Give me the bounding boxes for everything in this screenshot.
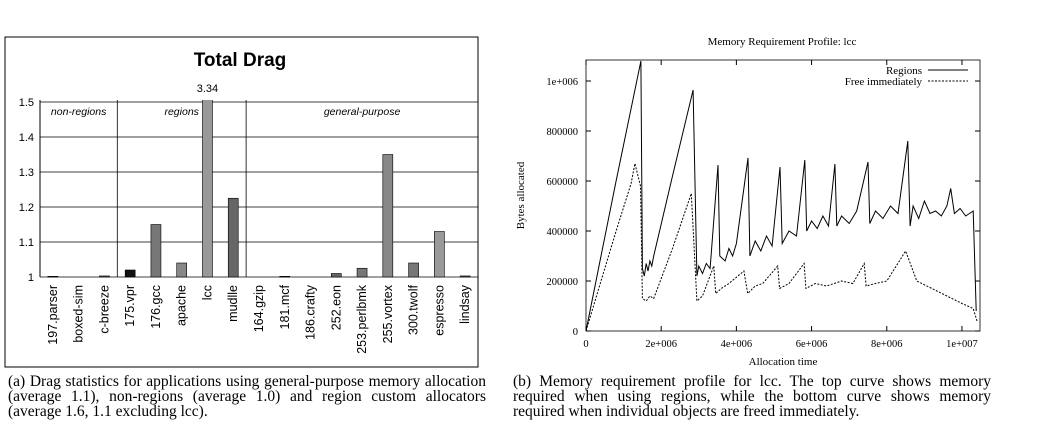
group-label: non-regions xyxy=(51,106,107,118)
line-series xyxy=(585,60,977,332)
legend-label: Free immediately xyxy=(845,76,923,88)
chart-title: Memory Requirement Profile: lcc xyxy=(708,36,857,48)
y-tick-label: 0 xyxy=(573,327,578,338)
bar xyxy=(356,267,368,278)
x-tick-label: mudlle xyxy=(226,285,240,322)
bar xyxy=(47,275,59,278)
x-tick-label: 0 xyxy=(583,339,588,350)
bar xyxy=(408,262,419,278)
caption: (a) Drag statistics for applications usi… xyxy=(8,373,486,420)
x-tick-label: c-breeze xyxy=(97,285,111,334)
x-tick-label: 197.parser xyxy=(46,285,60,345)
x-tick-label: 253.perlbmk xyxy=(355,284,369,354)
x-tick-label: 1e+007 xyxy=(946,339,978,350)
y-tick-label: 1.5 xyxy=(19,97,34,109)
x-tick-label: 186.crafty xyxy=(304,284,318,340)
bar xyxy=(202,100,213,278)
bar xyxy=(434,231,445,278)
bar xyxy=(150,224,162,278)
y-tick-label: 1.4 xyxy=(19,132,34,144)
x-tick-label: espresso xyxy=(432,285,446,336)
y-tick-label: 1.3 xyxy=(19,167,34,179)
y-tick-label: 400000 xyxy=(547,227,579,238)
y-axis-label: Bytes allocated xyxy=(515,161,527,229)
y-tick-label: 1 xyxy=(28,272,34,284)
bar xyxy=(99,275,110,278)
bar xyxy=(176,262,188,278)
x-tick-label: boxed-sim xyxy=(72,285,86,343)
x-tick-label: 8e+006 xyxy=(871,339,903,350)
x-tick-label: 181.mcf xyxy=(278,284,292,329)
y-tick-label: 200000 xyxy=(547,277,579,288)
bar xyxy=(459,275,471,278)
y-tick-label: 800000 xyxy=(547,127,579,138)
x-tick-label: apache xyxy=(175,285,189,326)
y-tick-label: 1.2 xyxy=(19,202,34,214)
bar xyxy=(279,275,291,278)
group-label: regions xyxy=(164,106,199,118)
bar xyxy=(124,269,136,278)
y-tick-label: 1e+006 xyxy=(546,77,578,88)
x-tick-label: 4e+006 xyxy=(721,339,753,350)
x-tick-label: 2e+006 xyxy=(645,339,677,350)
x-tick-label: 176.gcc xyxy=(149,285,163,329)
x-tick-label: 300.twolf xyxy=(407,284,421,335)
legend-label: Regions xyxy=(886,65,922,77)
x-tick-label: 6e+006 xyxy=(796,339,828,350)
x-tick-label: 164.gzip xyxy=(252,285,266,332)
y-tick-label: 1.1 xyxy=(19,237,34,249)
line-series xyxy=(585,163,978,332)
bar xyxy=(382,154,394,278)
x-tick-label: 175.vpr xyxy=(123,285,137,327)
caption: (b) Memory requirement profile for lcc. … xyxy=(513,373,991,420)
x-tick-label: 255.vortex xyxy=(381,284,395,343)
group-label: general-purpose xyxy=(324,106,401,118)
x-axis-label: Allocation time xyxy=(749,356,818,368)
bar xyxy=(330,273,342,278)
bar xyxy=(227,197,239,278)
value-label: 3.34 xyxy=(197,83,218,95)
x-tick-label: lcc xyxy=(200,285,214,300)
frame xyxy=(4,36,479,368)
y-tick-label: 600000 xyxy=(547,177,579,188)
chart-title: Total Drag xyxy=(194,50,287,71)
plot-frame xyxy=(585,59,981,332)
x-tick-label: lindsay xyxy=(458,284,472,324)
x-tick-label: 252.eon xyxy=(329,285,343,330)
